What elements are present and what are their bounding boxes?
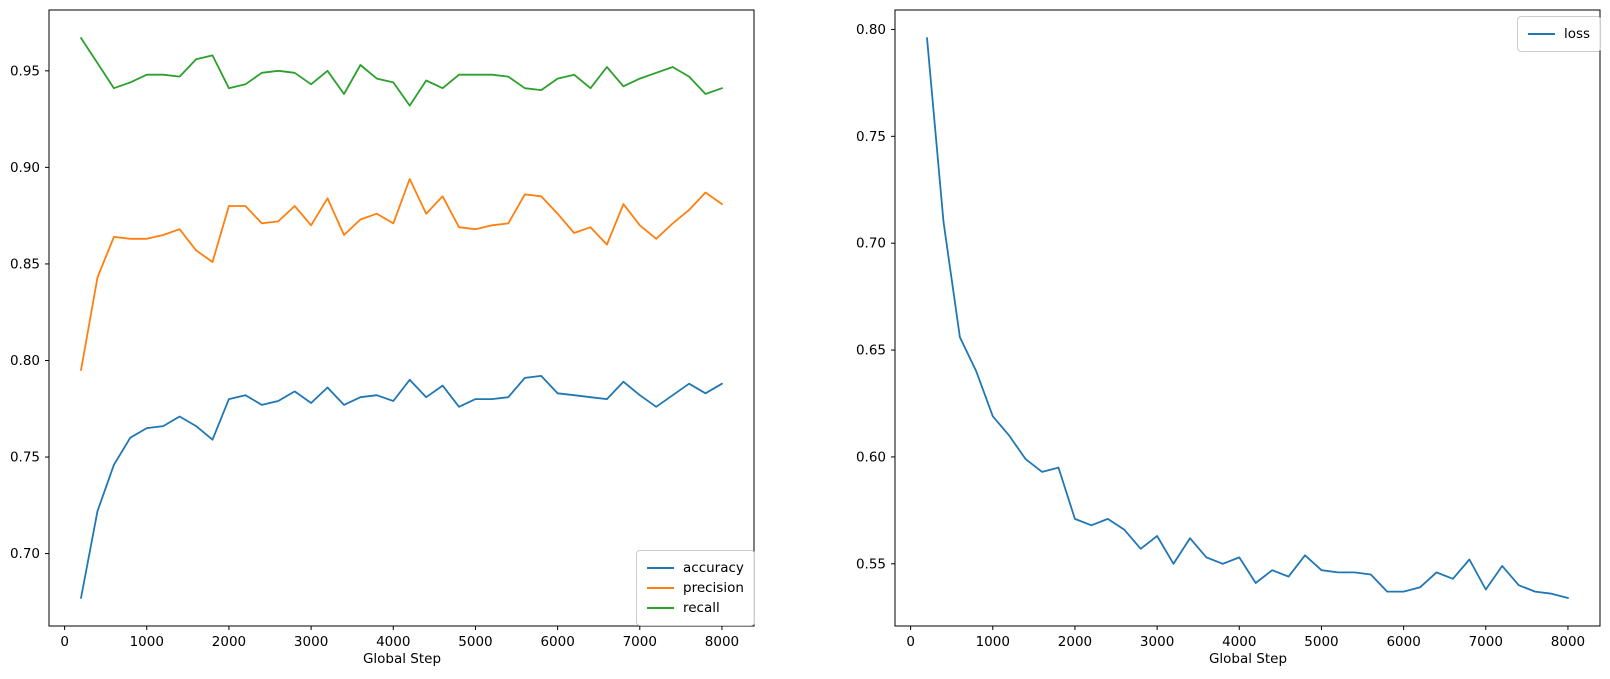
x-tick-label: 2000 — [212, 634, 246, 650]
x-axis-label-left: Global Step — [362, 651, 442, 667]
series-line-accuracy — [80, 374, 723, 599]
y-tick-label: 0.80 — [856, 22, 886, 38]
x-tick-label: 5000 — [458, 634, 492, 650]
axes-frame — [48, 9, 755, 627]
x-tick-label: 0 — [60, 634, 69, 650]
x-tick-label: 3000 — [294, 634, 328, 650]
x-tick-label: 5000 — [1304, 634, 1338, 650]
legend-label-loss: loss — [1564, 26, 1591, 42]
x-tick-label: 6000 — [1386, 634, 1420, 650]
y-tick-label: 0.95 — [10, 63, 40, 79]
accuracy-line-swatch — [647, 566, 674, 570]
x-tick-label: 7000 — [1469, 634, 1503, 650]
series-line-precision — [80, 178, 723, 372]
legend-label-recall: recall — [683, 600, 720, 616]
x-tick-label: 0 — [906, 634, 915, 650]
y-tick-label: 0.90 — [10, 160, 40, 176]
legend-entry-recall: recall — [647, 598, 744, 618]
legend-label-accuracy: accuracy — [683, 560, 744, 576]
x-tick-label: 1000 — [130, 634, 164, 650]
y-tick-label: 0.55 — [856, 556, 886, 572]
axes-frame — [894, 9, 1601, 627]
x-tick-label: 4000 — [376, 634, 410, 650]
series-line-loss — [926, 37, 1569, 599]
y-tick-label: 0.70 — [10, 546, 40, 562]
x-tick-label: 1000 — [976, 634, 1010, 650]
series-line-recall — [80, 37, 723, 107]
x-tick-label: 8000 — [1551, 634, 1585, 650]
legend-loss: loss — [1517, 16, 1602, 52]
y-tick-label: 0.75 — [856, 129, 886, 145]
loss-line-swatch — [1528, 32, 1555, 36]
x-tick-label: 4000 — [1222, 634, 1256, 650]
legend-entry-accuracy: accuracy — [647, 558, 744, 578]
recall-line-swatch — [647, 606, 674, 610]
y-tick-label: 0.75 — [10, 450, 40, 466]
y-tick-label: 0.65 — [856, 343, 886, 359]
legend-entry-precision: precision — [647, 578, 744, 598]
precision-line-swatch — [647, 586, 674, 590]
y-tick-label: 0.60 — [856, 449, 886, 465]
y-tick-label: 0.80 — [10, 353, 40, 369]
y-tick-label: 0.85 — [10, 256, 40, 272]
legend-metrics: accuracy precision recall — [636, 550, 755, 626]
legend-label-precision: precision — [683, 580, 744, 596]
y-tick-label: 0.70 — [856, 236, 886, 252]
x-axis-label-right: Global Step — [1208, 651, 1288, 667]
x-tick-label: 3000 — [1140, 634, 1174, 650]
legend-entry-loss: loss — [1528, 24, 1590, 44]
x-tick-label: 2000 — [1058, 634, 1092, 650]
x-tick-label: 8000 — [705, 634, 739, 650]
x-tick-label: 7000 — [623, 634, 657, 650]
x-tick-label: 6000 — [540, 634, 574, 650]
